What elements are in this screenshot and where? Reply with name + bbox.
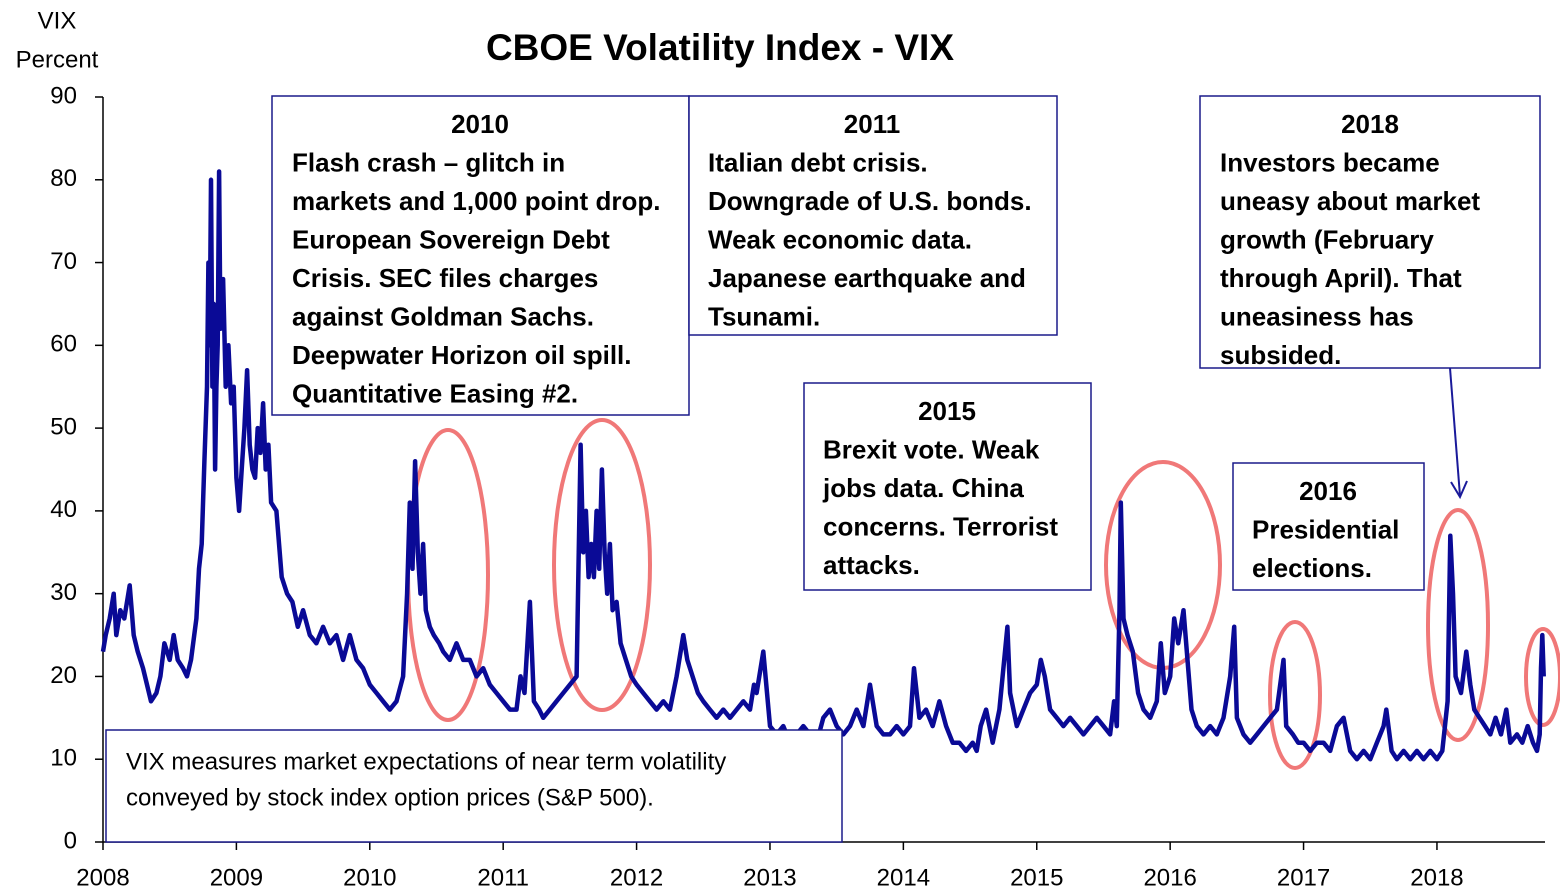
annotation: 2010 Flash crash – glitch in markets and 1… [271, 95, 690, 416]
x-tick-label: 2011 [477, 864, 529, 891]
note-text: conveyed by stock index option prices (S… [126, 784, 654, 811]
y-tick-label: 70 [50, 248, 77, 275]
annotation: 2018 Investors became uneasy about market g… [1199, 95, 1541, 370]
y-tick-label: 0 [64, 827, 77, 854]
y-axis-label: Percent [16, 46, 99, 73]
annotation-text: Italian debt crisis. [708, 147, 928, 177]
annotation: VIX measures market expectations of near… [105, 729, 843, 843]
highlight-ellipse [1426, 508, 1490, 742]
highlight-ellipse [552, 418, 652, 712]
annotation-text: Investors became [1220, 147, 1440, 177]
annotation-text: Crisis. SEC files charges [292, 263, 598, 293]
vix-line [100, 169, 1546, 762]
x-tick-label: 2016 [1143, 864, 1196, 891]
annotation: 2015 Brexit vote. Weak jobs data. China con… [803, 382, 1092, 591]
annotation-text: attacks. [823, 550, 920, 580]
annotation-text: concerns. Terrorist [823, 511, 1058, 541]
annotation-box [1232, 462, 1425, 591]
highlights [406, 418, 1560, 770]
annotation-text: elections. [1252, 553, 1372, 583]
annotation-text: European Sovereign Debt [292, 224, 610, 254]
x-tick-label: 2010 [343, 864, 396, 891]
highlight-ellipse [1524, 627, 1560, 727]
x-tick-label: 2008 [76, 864, 129, 891]
y-tick-label: 30 [50, 579, 77, 606]
highlight-ellipse [1268, 620, 1322, 770]
annotation-text: against Goldman Sachs. [292, 301, 594, 331]
annotation-text: Tsunami. [708, 301, 820, 331]
x-tick-label: 2015 [1010, 864, 1063, 891]
annotation-text: Flash crash – glitch in [292, 147, 565, 177]
x-tick-label: 2018 [1410, 864, 1463, 891]
annotation-box [1199, 95, 1541, 369]
y-tick-label: 80 [50, 165, 77, 192]
arrow [1449, 367, 1468, 500]
note-text: VIX measures market expectations of near… [126, 748, 726, 775]
annotation-heading: 2018 [1341, 109, 1399, 139]
annotation-text: Japanese earthquake and [708, 263, 1026, 293]
annotation-heading: 2015 [918, 396, 976, 426]
annotation-text: uneasy about market [1220, 186, 1480, 216]
annotation-text: Presidential [1252, 514, 1399, 544]
annotation-text: jobs data. China [822, 473, 1024, 503]
annotation-box [271, 95, 690, 416]
annotation-text: subsided. [1220, 340, 1341, 370]
annotation-box [105, 729, 843, 843]
x-tick-label: 2017 [1277, 864, 1330, 891]
x-tick-label: 2013 [743, 864, 796, 891]
annotation-heading: 2011 [844, 109, 900, 139]
annotation: 2016 Presidential elections. [1232, 462, 1425, 591]
x-tick-label: 2014 [877, 864, 930, 891]
annotation-text: Downgrade of U.S. bonds. [708, 186, 1032, 216]
annotation-text: through April). That [1220, 263, 1462, 293]
y-axis-label: VIX [38, 7, 77, 34]
annotation-text: Quantitative Easing #2. [292, 378, 578, 408]
y-tick-label: 20 [50, 662, 77, 689]
annotation-text: growth (February [1220, 224, 1434, 254]
x-tick-label: 2012 [610, 864, 663, 891]
annotation-text: Weak economic data. [708, 224, 972, 254]
annotation-text: Brexit vote. Weak [823, 434, 1040, 464]
annotation-text: markets and 1,000 point drop. [292, 186, 660, 216]
y-tick-label: 60 [50, 331, 77, 358]
annotation: 2011 Italian debt crisis. Downgrade of U.S… [688, 95, 1058, 336]
annotation-text: Deepwater Horizon oil spill. [292, 340, 632, 370]
y-tick-label: 40 [50, 496, 77, 523]
y-tick-label: 90 [50, 82, 77, 109]
x-tick-label: 2009 [210, 864, 263, 891]
annotation-box [688, 95, 1058, 336]
annotation-box [803, 382, 1092, 591]
y-tick-label: 10 [50, 745, 77, 772]
annotation-text: uneasiness has [1220, 301, 1414, 331]
y-tick-label: 50 [50, 413, 77, 440]
annotation-heading: 2016 [1299, 476, 1357, 506]
chart-title: CBOE Volatility Index - VIX [486, 27, 954, 68]
annotation-heading: 2010 [451, 109, 509, 139]
